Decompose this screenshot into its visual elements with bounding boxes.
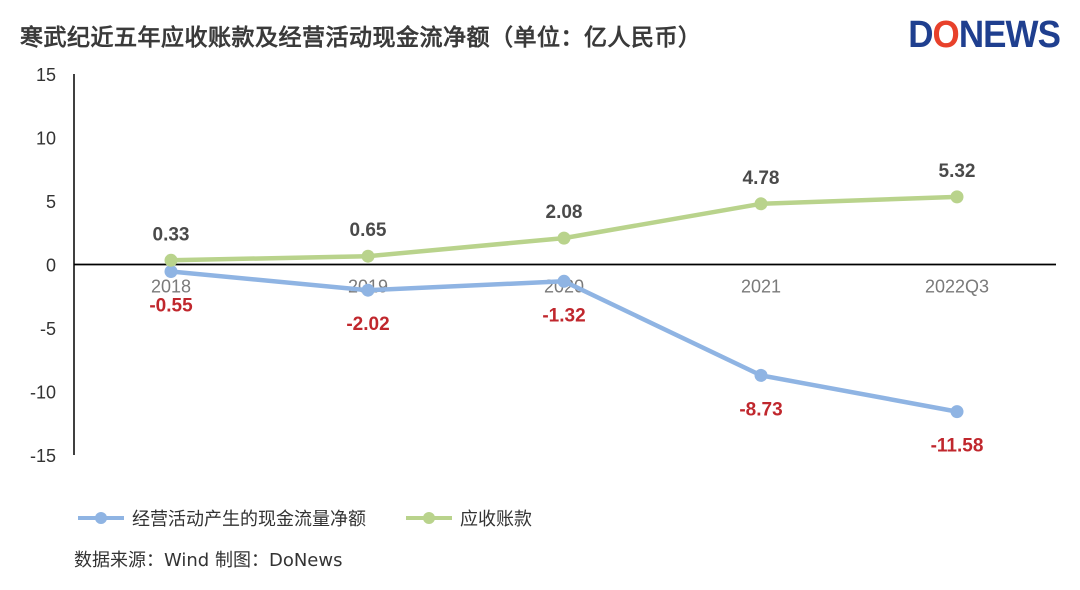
y-tick-label: 15	[36, 65, 56, 85]
data-label-receivables: 4.78	[743, 168, 780, 189]
y-tick-label: -5	[40, 319, 56, 339]
logo-letters-news: NEWS	[958, 14, 1061, 56]
data-point-cashflow	[557, 274, 571, 288]
y-tick-label: 10	[36, 129, 56, 149]
source-note: 数据来源：Wind 制图：DoNews	[74, 550, 343, 571]
legend-label-cashflow: 经营活动产生的现金流量净额	[132, 509, 366, 530]
x-tick-label: 2022Q3	[925, 277, 989, 297]
data-point-receivables	[164, 253, 178, 267]
data-label-receivables: 2.08	[546, 202, 583, 223]
logo-letter-d: D	[908, 14, 933, 56]
data-point-receivables	[557, 231, 571, 245]
data-label-receivables: 5.32	[939, 161, 976, 182]
chart-legend: 经营活动产生的现金流量净额 应收账款	[78, 505, 572, 531]
data-label-receivables: 0.33	[153, 224, 190, 245]
y-tick-label: 0	[46, 256, 56, 276]
data-label-cashflow: -8.73	[739, 399, 782, 420]
data-label-cashflow: -0.55	[149, 296, 193, 317]
logo-letter-o: O	[932, 14, 960, 56]
data-point-cashflow	[361, 283, 375, 297]
legend-swatch-cashflow	[78, 512, 124, 524]
legend-swatch-receivables	[406, 512, 452, 524]
data-point-cashflow	[164, 265, 178, 278]
legend-item-receivables: 应收账款	[406, 505, 532, 531]
data-point-cashflow	[950, 405, 964, 419]
data-point-receivables	[950, 190, 964, 204]
line-chart: 151050-5-10-1520182019202020212022Q3-0.5…	[30, 65, 1056, 466]
data-label-cashflow: -11.58	[931, 436, 984, 457]
data-point-cashflow	[754, 368, 768, 382]
x-tick-label: 2018	[151, 277, 191, 297]
y-tick-label: -15	[30, 446, 56, 466]
data-label-cashflow: -1.32	[542, 305, 585, 326]
data-label-receivables: 0.65	[350, 220, 387, 241]
x-tick-label: 2021	[741, 277, 781, 297]
donews-logo: DONEWS	[908, 14, 1061, 57]
chart-title: 寒武纪近五年应收账款及经营活动现金流净额（单位：亿人民币）	[20, 25, 702, 51]
data-point-receivables	[361, 249, 375, 263]
legend-item-cashflow: 经营活动产生的现金流量净额	[78, 505, 366, 531]
legend-label-receivables: 应收账款	[460, 509, 532, 530]
y-tick-label: -10	[30, 383, 56, 403]
data-label-cashflow: -2.02	[346, 314, 389, 335]
y-tick-label: 5	[46, 192, 56, 212]
data-point-receivables	[754, 197, 768, 211]
